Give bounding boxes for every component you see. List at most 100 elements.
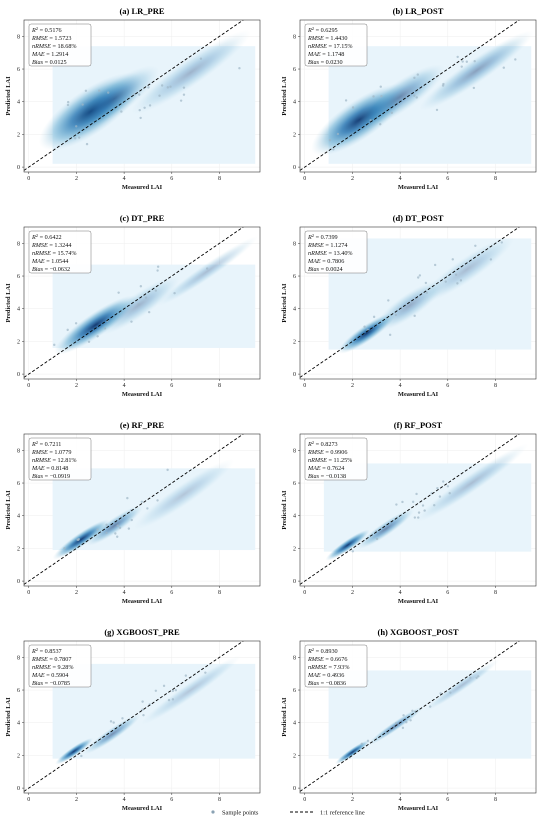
- stat-r: R2 = 0.6422: [31, 233, 62, 242]
- y-tick-label: 2: [293, 753, 296, 759]
- x-axis-label: Measured LAI: [398, 598, 439, 605]
- stat-r: R2 = 0.5176: [31, 26, 62, 35]
- stat-r: R2 = 0.6295: [307, 26, 338, 35]
- x-tick-label: 4: [123, 176, 126, 182]
- x-tick-label: 0: [303, 176, 306, 182]
- x-tick-label: 6: [446, 590, 449, 596]
- reference-line: [300, 227, 520, 378]
- y-tick-label: 6: [17, 481, 20, 487]
- reference-line: [300, 20, 520, 171]
- stats-box: [28, 23, 92, 67]
- sample-point: [394, 313, 398, 317]
- stat-mae: MAE = 1.2914: [31, 51, 68, 58]
- panel-e: (e) RF_PRE 0 2 4 6 8 0 2 4 6 8 Measured LAI Predicte…: [5, 420, 261, 605]
- reference-line: [24, 641, 244, 792]
- sample-point: [411, 709, 414, 713]
- stat-rmse: RMSE = 1.4430: [307, 35, 347, 42]
- x-tick-label: 8: [218, 176, 221, 182]
- sample-point: [141, 700, 144, 703]
- sample-point: [436, 487, 439, 490]
- stat-bias: Bias = 0.0024: [308, 266, 343, 273]
- y-tick-label: 4: [17, 514, 20, 520]
- sample-point: [489, 258, 493, 261]
- x-tick-label: 2: [351, 383, 354, 389]
- stat-rmse: RMSE = 0.7807: [31, 656, 71, 663]
- sample-point: [162, 684, 166, 688]
- sample-point: [154, 289, 158, 292]
- sample-point: [448, 492, 451, 495]
- sample-point: [77, 538, 80, 542]
- sample-point: [433, 263, 437, 267]
- sample-point: [53, 343, 56, 347]
- sample-point: [156, 269, 159, 272]
- stat-rmse: RMSE = 0.9906: [307, 449, 347, 456]
- x-tick-label: 4: [123, 590, 126, 596]
- sample-point: [143, 106, 146, 109]
- sample-point: [75, 125, 78, 128]
- stat-r: R2 = 0.7211: [31, 440, 61, 449]
- x-tick-label: 8: [218, 590, 221, 596]
- sample-point: [477, 675, 480, 678]
- stat-nrmse: nRMSE = 12.81%: [32, 457, 77, 464]
- sample-point: [411, 500, 415, 504]
- sample-point: [139, 285, 143, 288]
- sample-point: [387, 299, 390, 302]
- density-contour: [157, 236, 259, 307]
- sample-point: [171, 689, 175, 693]
- plot-frame: [299, 640, 537, 794]
- sample-point: [160, 84, 164, 87]
- sample-point: [66, 103, 70, 107]
- sample-point: [73, 137, 77, 140]
- sample-point: [332, 148, 335, 151]
- panel-d: (d) DT_POST 0 2 4 6 8 0 2 4 6 8 Measured LAI Predict…: [281, 213, 537, 398]
- sample-point: [142, 713, 145, 717]
- x-tick-label: 4: [399, 590, 402, 596]
- y-tick-label: 4: [293, 721, 296, 727]
- sample-point: [85, 142, 89, 146]
- x-tick-label: 8: [218, 797, 221, 803]
- sample-point: [141, 708, 144, 711]
- plot-frame: [23, 433, 261, 587]
- sample-point: [81, 103, 84, 106]
- x-tick-label: 6: [170, 590, 173, 596]
- sample-point: [425, 291, 428, 294]
- x-tick-label: 2: [351, 176, 354, 182]
- sample-point: [461, 60, 464, 63]
- sample-point: [363, 325, 366, 328]
- sample-point: [147, 86, 150, 89]
- x-tick-label: 2: [75, 176, 78, 182]
- x-tick-label: 8: [494, 590, 497, 596]
- stat-mae: MAE = 1.1748: [307, 51, 344, 58]
- sample-point: [379, 85, 382, 88]
- sample-point: [456, 55, 459, 59]
- panel-title: (h) XGBOOST_POST: [377, 627, 458, 637]
- sample-point: [184, 674, 188, 677]
- panel-title: (e) RF_PRE: [120, 420, 164, 430]
- sample-point: [103, 327, 107, 330]
- stat-mae: MAE = 1.0544: [31, 258, 68, 265]
- x-tick-label: 2: [75, 383, 78, 389]
- sample-point: [328, 139, 332, 142]
- sample-point: [351, 550, 355, 553]
- sample-point: [166, 86, 170, 89]
- x-tick-label: 8: [494, 176, 497, 182]
- y-tick-label: 6: [17, 67, 20, 73]
- sample-point: [147, 310, 151, 314]
- sample-point: [182, 93, 186, 96]
- sample-point: [166, 468, 169, 472]
- sample-point: [121, 717, 124, 720]
- stat-nrmse: nRMSE = 15.74%: [32, 250, 77, 257]
- sample-point: [105, 531, 108, 535]
- sample-point: [205, 267, 209, 270]
- sample-point: [109, 720, 113, 723]
- sample-point: [415, 96, 418, 99]
- sample-point: [473, 60, 476, 63]
- sample-point: [442, 82, 445, 86]
- y-tick-label: 8: [17, 241, 20, 247]
- sample-point: [424, 281, 428, 285]
- reference-line: [300, 641, 520, 792]
- panel-title: (a) LR_PRE: [119, 6, 164, 16]
- panel-b: (b) LR_POST 0 2 4 6 8 0 2 4 6 8 Measured LAI Predict…: [281, 6, 537, 191]
- y-axis-label: Predicted LAI: [5, 283, 12, 323]
